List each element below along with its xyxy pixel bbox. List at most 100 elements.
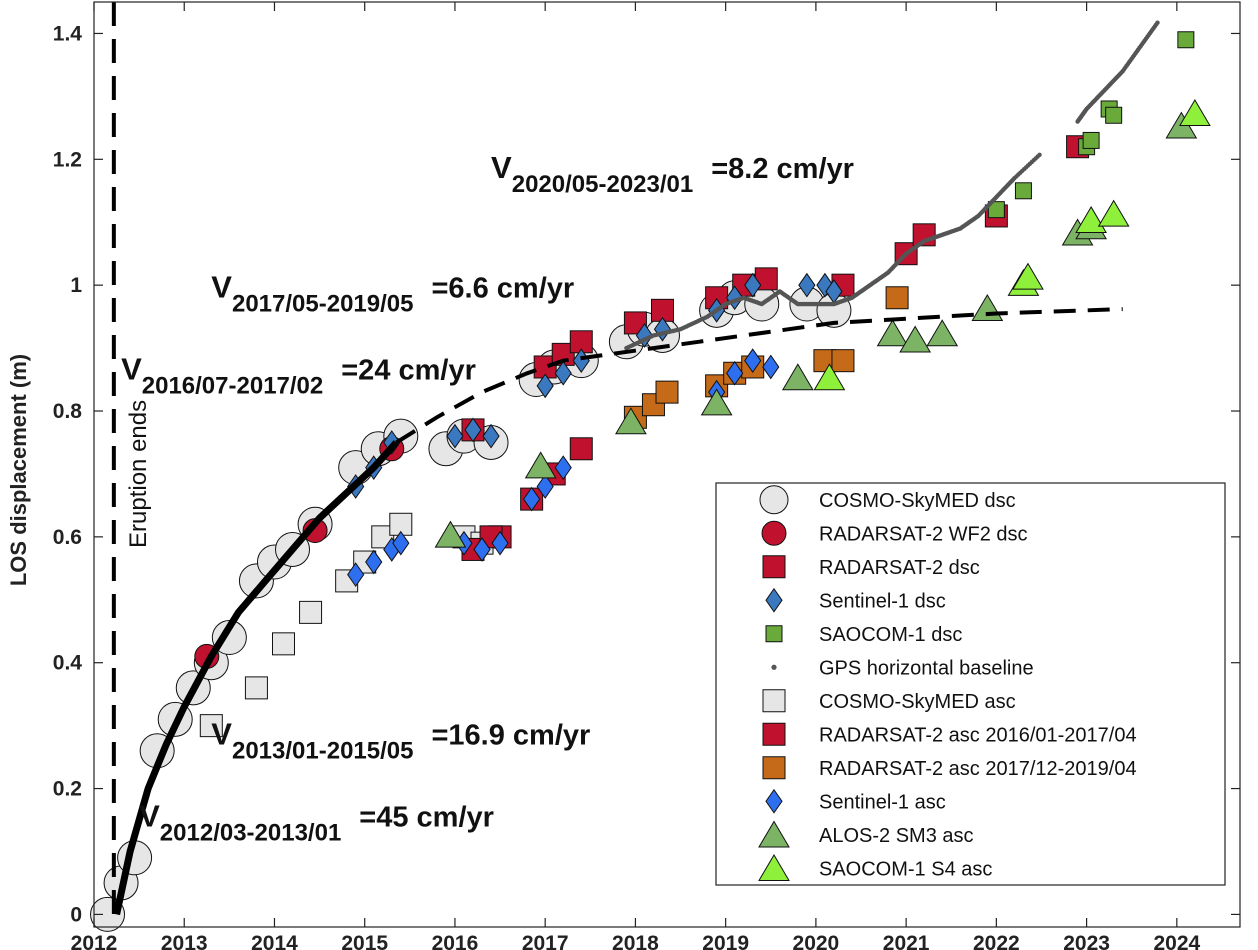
x-tick-label: 2015 [341, 932, 388, 950]
point-sentinel-1-dsc [744, 272, 762, 298]
point-sentinel-1-asc [347, 562, 365, 587]
legend-marker-cosmo-skymed-dsc [759, 485, 789, 515]
y-tick-label: 1.4 [53, 22, 83, 45]
rate-annotation-3: V2016/07-2017/02 =24 cm/yr [121, 352, 476, 400]
x-tick-label: 2020 [793, 932, 840, 950]
legend-label-saocom-1-s4-asc: SAOCOM-1 S4 asc [819, 858, 992, 880]
point-alos-2-sm3-asc [524, 451, 557, 479]
axes: 2012 2013 2014 2015 2016 2017 2018 2019 2020 2021… [53, 1, 1241, 950]
x-tick-label: 2016 [432, 932, 479, 950]
x-tick-label: 2024 [1153, 932, 1200, 950]
point-cosmo-skymed-asc [299, 600, 323, 624]
legend-marker-sentinel-1-asc [765, 788, 783, 814]
fit-line-solid [113, 440, 399, 916]
rate-annotation-1: V2012/03-2013/01 =45 cm/yr [139, 798, 494, 846]
legend-label-gps-horizontal-baseline: GPS horizontal baseline [819, 657, 1034, 679]
point-alos-2-sm3-asc [899, 325, 932, 353]
legend-marker-radarsat-2-asc-2017-12-2019-04 [762, 756, 786, 780]
y-tick-label: 0 [70, 903, 82, 926]
point-sentinel-1-asc [365, 549, 383, 575]
x-tick-label: 2013 [161, 932, 208, 950]
legend-marker-cosmo-skymed-asc [762, 689, 786, 713]
rate-period: 2012/03-2013/01 [160, 819, 342, 846]
x-tick-label: 2014 [251, 932, 298, 950]
legend-label-radarsat-2-wf2-dsc: RADARSAT-2 WF2 dsc [819, 523, 1028, 545]
point-sentinel-1-dsc [798, 272, 816, 298]
gps-point [1155, 20, 1160, 25]
point-sentinel-1-asc [726, 360, 744, 386]
legend-marker-radarsat-2-wf2-dsc [761, 520, 787, 546]
legend-label-radarsat-2-dsc: RADARSAT-2 dsc [819, 557, 980, 579]
rate-period: 2020/05-2023/01 [512, 171, 694, 198]
legend: COSMO-SkyMED dsc RADARSAT-2 WF2 dsc RADARS… [715, 482, 1226, 886]
point-sentinel-1-dsc [446, 423, 464, 449]
point-saocom-1-dsc [1014, 182, 1032, 200]
fit-lines: Eruption ends [111, 2, 1123, 927]
point-sentinel-1-dsc [464, 417, 482, 443]
y-tick-label: 0.8 [53, 400, 83, 423]
point-cosmo-skymed-asc [271, 632, 295, 656]
rate-annotation-5: V2020/05-2023/01 =8.2 cm/yr [491, 150, 854, 198]
legend-label-sentinel-1-asc: Sentinel-1 asc [819, 791, 946, 813]
rate-annotations: V2012/03-2013/01 =45 cm/yrV2013/01-2015/0… [121, 150, 854, 846]
point-radarsat-2-asc-2017-12-2019-04 [655, 380, 679, 404]
rate-value: =6.6 cm/yr [431, 273, 574, 305]
rate-symbol: V [121, 352, 142, 387]
rate-period: 2013/01-2015/05 [232, 738, 413, 765]
point-saocom-1-s4-asc [1012, 262, 1044, 290]
point-alos-2-sm3-asc [700, 388, 733, 416]
point-saocom-1-dsc [987, 201, 1005, 219]
point-sentinel-1-asc [554, 455, 572, 481]
legend-marker-saocom-1-s4-asc [758, 853, 790, 881]
point-sentinel-1-asc [473, 537, 491, 562]
series-alos-2-sm3-asc [434, 111, 1198, 548]
x-tick-label: 2012 [71, 932, 118, 950]
y-tick-label: 0.4 [53, 652, 83, 675]
y-tick-label: 1 [70, 274, 82, 297]
rate-symbol: V [139, 798, 160, 833]
y-tick-label: 0.2 [53, 778, 82, 801]
legend-label-radarsat-2-asc-2016-01-2017-04: RADARSAT-2 asc 2016/01-2017/04 [819, 724, 1137, 746]
legend-box [715, 482, 1226, 886]
x-tick-label: 2021 [883, 932, 930, 950]
legend-label-alos-2-sm3-asc: ALOS-2 SM3 asc [819, 825, 974, 847]
x-tick-label: 2022 [973, 932, 1020, 950]
rate-annotation-4: V2017/05-2019/05 =6.6 cm/yr [211, 270, 574, 318]
point-alos-2-sm3-asc [781, 363, 814, 391]
series-saocom-1-dsc [987, 31, 1195, 219]
y-axis-label: LOS displacement (m) [6, 354, 31, 586]
legend-label-cosmo-skymed-dsc: COSMO-SkyMED dsc [819, 490, 1016, 512]
eruption-end-label: Eruption ends [125, 400, 152, 548]
fit-line-dashed [395, 307, 1123, 445]
rate-value: =8.2 cm/yr [711, 153, 854, 185]
point-alos-2-sm3-asc [971, 294, 1004, 322]
point-alos-2-sm3-asc [434, 520, 467, 548]
x-tick-label: 2019 [702, 932, 749, 950]
point-saocom-1-s4-asc [1097, 199, 1130, 227]
series-gps-horizontal-baseline [624, 20, 1160, 351]
point-radarsat-2-asc-2016-01-2017-04 [569, 437, 593, 461]
legend-label-radarsat-2-asc-2017-12-2019-04: RADARSAT-2 asc 2017/12-2019/04 [819, 758, 1137, 780]
x-tick-label: 2018 [612, 932, 659, 950]
plot-frame [93, 1, 1241, 928]
point-alos-2-sm3-asc [615, 407, 647, 435]
point-saocom-1-s4-asc [1179, 98, 1211, 126]
point-sentinel-1-dsc [536, 373, 554, 399]
rate-symbol: V [491, 150, 512, 185]
rate-period: 2017/05-2019/05 [232, 291, 413, 318]
point-sentinel-1-dsc [554, 360, 572, 386]
point-sentinel-1-asc [392, 530, 410, 556]
rate-value: =16.9 cm/yr [431, 720, 590, 752]
rate-symbol: V [211, 270, 232, 305]
point-saocom-1-dsc [1082, 131, 1100, 149]
legend-marker-sentinel-1-dsc [765, 587, 783, 613]
rate-annotation-2: V2013/01-2015/05 =16.9 cm/yr [211, 717, 590, 765]
point-alos-2-sm3-asc [926, 319, 959, 347]
x-tick-label: 2023 [1063, 932, 1110, 950]
gps-point [1037, 152, 1042, 158]
point-sentinel-1-asc [491, 530, 509, 556]
y-tick-label: 1.2 [53, 148, 82, 171]
point-sentinel-1-asc [762, 354, 780, 380]
point-sentinel-1-asc [523, 486, 541, 512]
point-sentinel-1-asc [536, 474, 554, 499]
